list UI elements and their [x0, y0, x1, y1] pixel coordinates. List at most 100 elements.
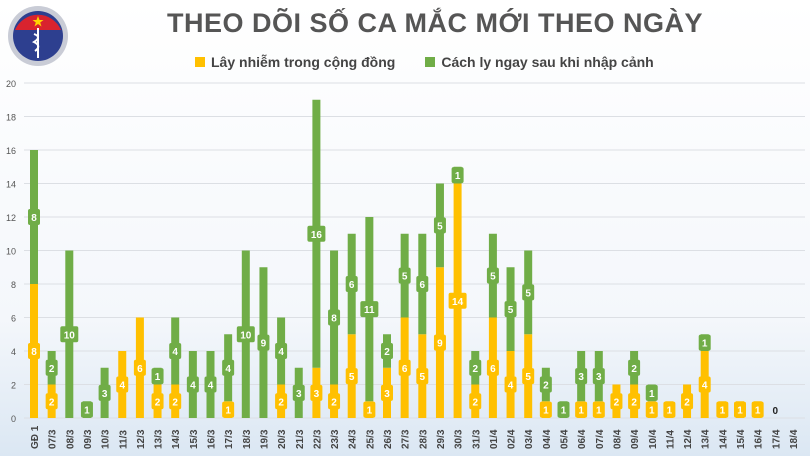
data-label: 1	[155, 372, 161, 383]
data-label-bg	[169, 393, 182, 410]
data-label-bg	[363, 401, 376, 418]
x-tick-label: 16/3	[207, 429, 218, 449]
x-tick-label: 23/3	[330, 429, 341, 449]
data-label: 11	[364, 305, 375, 316]
data-label: 1	[702, 339, 708, 350]
data-label: 8	[331, 314, 337, 325]
data-label-bg	[292, 384, 305, 401]
data-label: 3	[578, 372, 584, 383]
data-label-bg	[328, 393, 341, 410]
x-tick-label: 21/3	[295, 429, 306, 449]
legend-swatch-community	[195, 57, 205, 67]
data-label-bg	[451, 167, 464, 184]
data-label-bg	[645, 401, 658, 418]
data-label-bg	[204, 376, 217, 393]
data-label-bg	[486, 359, 499, 376]
x-tick-label: 17/4	[771, 429, 782, 449]
x-tick-label: 05/4	[560, 429, 571, 449]
data-label: 1	[649, 406, 655, 417]
data-label: 1	[84, 406, 90, 417]
x-tick-label: 15/3	[189, 429, 200, 449]
data-label-bg	[504, 376, 517, 393]
data-label: 4	[190, 381, 196, 392]
y-tick-label: 2	[11, 381, 16, 391]
data-label: 4	[702, 381, 708, 392]
data-label-bg	[186, 376, 199, 393]
x-tick-label: 18/4	[789, 429, 800, 449]
x-tick-label: 15/4	[736, 429, 747, 449]
x-tick-label: 17/3	[224, 429, 235, 449]
data-label-bg	[698, 334, 711, 351]
chart-title: THEO DÕI SỐ CA MẮC MỚI THEO NGÀY	[166, 8, 704, 38]
data-label-bg	[751, 401, 764, 418]
x-tick-label: 09/3	[83, 429, 94, 449]
data-label-bg	[45, 359, 58, 376]
data-label: 10	[64, 330, 76, 341]
data-label-bg	[28, 343, 40, 359]
x-tick-label: 03/4	[524, 429, 535, 449]
data-label-bg	[222, 359, 235, 376]
data-label-bg	[60, 326, 79, 343]
data-label: 8	[31, 213, 37, 224]
x-tick-label: 14/4	[718, 429, 729, 449]
y-tick-label: 12	[6, 213, 16, 223]
data-label-bg	[236, 326, 255, 343]
data-label: 1	[667, 406, 673, 417]
data-label: 4	[225, 364, 231, 375]
x-tick-label: 04/4	[542, 429, 553, 449]
data-label-zero: 0	[773, 406, 779, 417]
data-label: 16	[311, 230, 323, 241]
data-label: 5	[525, 372, 531, 383]
data-label: 6	[402, 364, 408, 375]
data-label: 2	[331, 397, 337, 408]
data-label: 10	[240, 330, 252, 341]
data-label: 2	[384, 347, 390, 358]
data-label-bg	[275, 343, 288, 359]
x-tick-label: 18/3	[242, 429, 253, 449]
data-label: 5	[402, 272, 408, 283]
x-tick-label: 14/3	[171, 429, 182, 449]
x-tick-label: 08/3	[65, 429, 76, 449]
data-label-bg	[307, 225, 326, 242]
data-label-bg	[539, 376, 552, 393]
data-label-bg	[522, 368, 535, 385]
data-label-bg	[345, 276, 358, 292]
x-tick-label: 20/3	[277, 429, 288, 449]
y-tick-label: 10	[6, 247, 16, 257]
data-label-bg	[80, 401, 93, 418]
data-label-bg	[381, 384, 393, 401]
data-label: 1	[720, 406, 726, 417]
data-label-bg	[628, 359, 641, 376]
y-tick-label: 20	[6, 79, 16, 89]
legend-item-community: Lây nhiễm trong cộng đồng	[195, 54, 395, 70]
data-label-bg	[151, 368, 164, 385]
data-label: 2	[155, 397, 161, 408]
data-label-bg	[681, 393, 694, 410]
x-tick-label: 13/4	[701, 429, 712, 449]
y-tick-label: 18	[6, 113, 16, 123]
data-label-bg	[416, 276, 429, 292]
y-tick-label: 6	[11, 314, 16, 324]
data-label-bg	[469, 359, 482, 376]
data-label-bg	[645, 384, 658, 401]
data-label: 2	[614, 397, 620, 408]
data-label-bg	[98, 384, 111, 401]
data-label-bg	[398, 267, 411, 284]
y-tick-label: 4	[11, 347, 16, 357]
legend-label-community: Lây nhiễm trong cộng đồng	[211, 54, 396, 70]
data-label-bg	[628, 393, 641, 410]
data-label: 6	[490, 364, 496, 375]
data-label: 1	[367, 406, 373, 417]
data-label: 2	[472, 364, 478, 375]
data-label: 5	[508, 305, 514, 316]
data-label: 2	[49, 397, 55, 408]
data-label-bg	[345, 368, 358, 385]
data-label: 2	[631, 364, 637, 375]
data-label: 2	[172, 397, 178, 408]
data-label-bg	[504, 301, 517, 318]
x-tick-label: 13/3	[154, 429, 165, 449]
data-label: 2	[543, 381, 549, 392]
data-label: 6	[349, 280, 355, 291]
x-tick-label: 12/3	[136, 429, 147, 449]
